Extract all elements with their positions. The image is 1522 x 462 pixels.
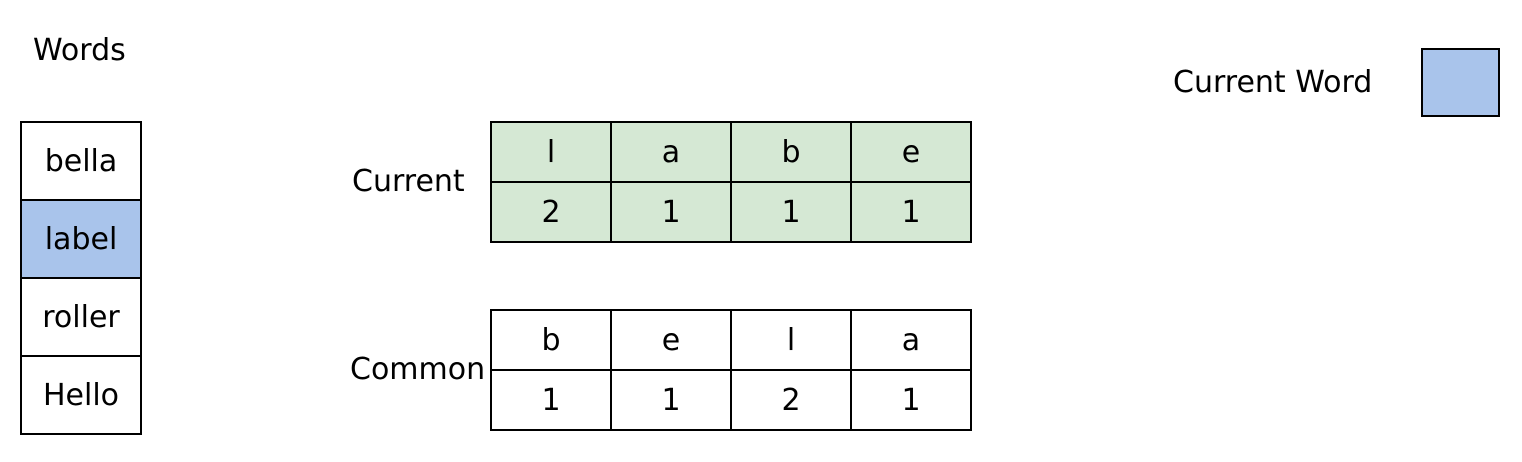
word-cell-3: Hello (20, 355, 142, 435)
current-count-cell: 2 (490, 181, 612, 243)
current-count-cell: 1 (610, 181, 732, 243)
common-count-cell: 1 (850, 369, 972, 431)
current-count-cell: 1 (850, 181, 972, 243)
word-cell-1: label (20, 199, 142, 279)
common-counts-row: 1 1 2 1 (490, 369, 972, 431)
current-word-legend-swatch (1421, 48, 1500, 117)
current-letter-cell: l (490, 121, 612, 183)
words-list: bella label roller Hello (20, 121, 142, 435)
current-word-legend-label: Current Word (1173, 65, 1373, 100)
current-table-label: Current (352, 164, 465, 199)
current-letters-row: l a b e (490, 121, 972, 183)
common-letter-cell: a (850, 309, 972, 371)
word-cell-2: roller (20, 277, 142, 357)
common-count-cell: 2 (730, 369, 852, 431)
current-letter-cell: e (850, 121, 972, 183)
current-letter-cell: a (610, 121, 732, 183)
words-title: Words (33, 33, 126, 68)
current-letter-cell: b (730, 121, 852, 183)
common-letter-cell: b (490, 309, 612, 371)
common-letter-cell: l (730, 309, 852, 371)
word-cell-0: bella (20, 121, 142, 201)
common-letters-row: b e l a (490, 309, 972, 371)
current-counts-row: 2 1 1 1 (490, 181, 972, 243)
common-table-label: Common (350, 352, 486, 387)
common-count-cell: 1 (490, 369, 612, 431)
current-count-cell: 1 (730, 181, 852, 243)
common-count-cell: 1 (610, 369, 732, 431)
common-frequency-table: b e l a 1 1 2 1 (490, 309, 972, 431)
current-frequency-table: l a b e 2 1 1 1 (490, 121, 972, 243)
common-letter-cell: e (610, 309, 732, 371)
